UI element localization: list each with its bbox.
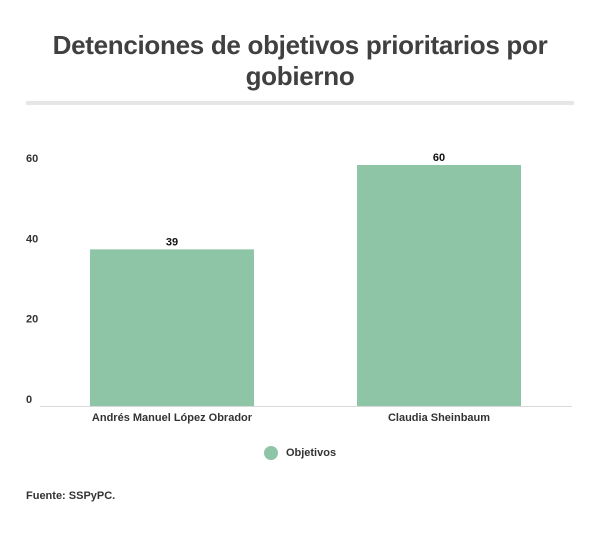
y-tick-label: 60	[26, 153, 38, 165]
y-tick-label: 0	[26, 394, 32, 406]
x-category-label: Claudia Sheinbaum	[388, 412, 490, 424]
legend-swatch	[263, 446, 278, 460]
legend-label: Objetivos	[285, 447, 337, 459]
y-tick-label: 40	[26, 233, 38, 245]
x-axis: Andrés Manuel López Obrador Claudia Shei…	[92, 412, 490, 424]
legend: Objetivos	[0, 446, 600, 460]
y-tick-label: 20	[26, 314, 38, 326]
chart-title: Detenciones de objetivos prioritarios po…	[52, 30, 548, 91]
data-label-amlo: 39	[166, 236, 178, 248]
y-axis: 0 20 40 60	[26, 153, 38, 406]
data-labels: 39 60	[166, 152, 445, 248]
bar-chart: 0 20 40 60 39 60 Andrés Manuel López Obr…	[26, 152, 572, 424]
bar-sheinbaum	[357, 165, 521, 406]
bar-amlo	[90, 249, 254, 406]
title-divider	[26, 101, 574, 105]
source-note: Fuente: SSPyPC.	[26, 490, 116, 502]
bars	[90, 165, 521, 406]
x-category-label: Andrés Manuel López Obrador	[92, 412, 253, 424]
data-label-sheinbaum: 60	[433, 152, 445, 164]
